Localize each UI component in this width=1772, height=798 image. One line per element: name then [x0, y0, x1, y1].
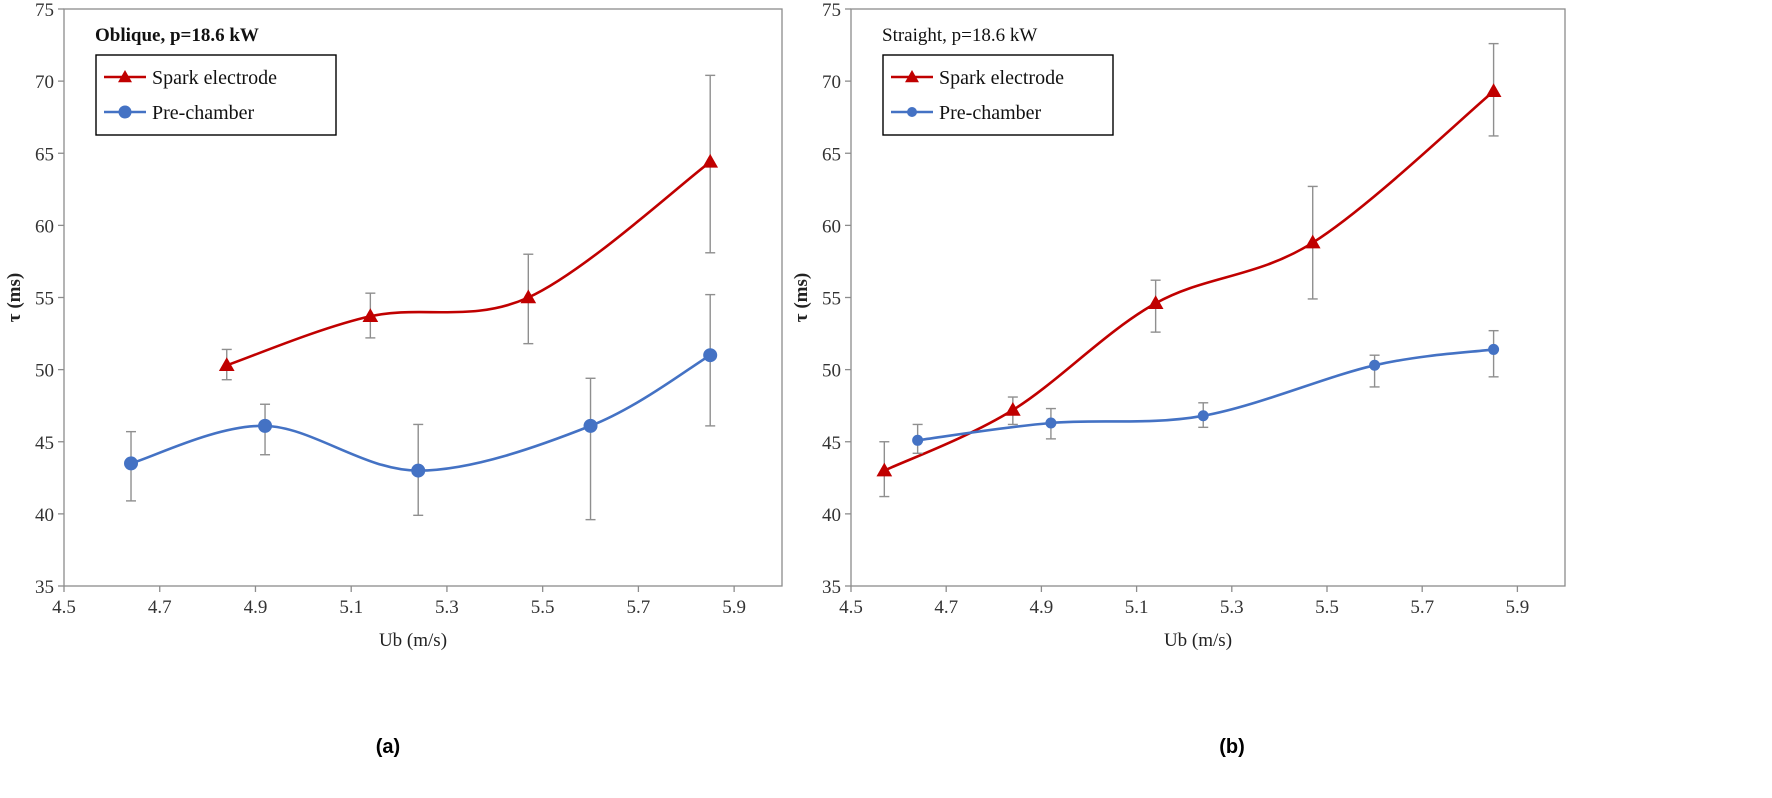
- panel-annotation: Oblique, p=18.6 kW: [95, 25, 259, 46]
- x-tick-label: 5.7: [1410, 597, 1434, 618]
- data-point-circle: [912, 434, 924, 446]
- x-tick-label: 5.1: [1125, 597, 1149, 618]
- data-point-circle: [703, 348, 718, 363]
- legend-box: [882, 54, 1114, 136]
- legend-item: Spark electrode: [104, 67, 277, 89]
- data-point-triangle: [218, 357, 235, 372]
- y-tick-label: 40: [822, 505, 841, 526]
- y-tick-label: 70: [35, 72, 54, 93]
- legend-item: Pre-chamber: [891, 102, 1042, 124]
- data-point-triangle: [362, 308, 379, 323]
- x-tick-label: 4.5: [839, 597, 863, 618]
- x-tick-label: 4.7: [934, 597, 958, 618]
- series-pre-chamber: [124, 293, 718, 521]
- series-line: [883, 90, 1495, 472]
- x-tick-label: 5.9: [1506, 597, 1530, 618]
- y-tick-label: 45: [822, 433, 841, 454]
- legend-label: Spark electrode: [152, 67, 277, 89]
- series-spark-electrode: [218, 74, 719, 381]
- data-point-circle: [583, 418, 598, 433]
- data-point-circle: [1045, 417, 1057, 429]
- x-tick-label: 5.5: [531, 597, 555, 618]
- data-point-triangle: [1147, 295, 1164, 310]
- legend-item: Pre-chamber: [104, 102, 255, 124]
- data-point-triangle: [702, 153, 719, 168]
- y-axis-label: τ (ms): [791, 273, 812, 322]
- panel-caption: (b): [1219, 736, 1245, 758]
- data-point-triangle: [876, 462, 893, 477]
- series-spark-electrode: [876, 42, 1502, 498]
- y-tick-label: 75: [35, 0, 54, 21]
- data-point-circle: [411, 463, 426, 478]
- legend-item: Spark electrode: [891, 67, 1064, 89]
- y-tick-label: 55: [35, 289, 54, 310]
- panel-b: 35 40 45 50 55 60 65 70 75 4.5 4.7 4.9 5.1 5.3 5.5 5.7 5…: [791, 0, 1566, 758]
- y-tick-label: 45: [35, 433, 54, 454]
- legend-box: [95, 54, 337, 136]
- series-pre-chamber: [912, 329, 1500, 454]
- legend-label: Pre-chamber: [152, 102, 255, 124]
- x-tick-label: 5.3: [435, 597, 459, 618]
- y-tick-label: 65: [822, 144, 841, 165]
- y-tick-label: 65: [35, 144, 54, 165]
- legend-triangle-marker: [118, 70, 132, 83]
- y-tick-label: 35: [35, 577, 54, 598]
- legend: Spark electrode Pre-chamber: [95, 54, 337, 136]
- data-point-triangle: [1485, 83, 1502, 97]
- series-line: [226, 160, 711, 367]
- x-tick-label: 4.7: [148, 597, 172, 618]
- legend-circle-marker: [118, 105, 132, 119]
- x-tick-label: 5.3: [1220, 597, 1244, 618]
- y-tick-label: 75: [822, 0, 841, 21]
- x-axis-label: Ub (m/s): [1164, 630, 1232, 651]
- legend: Spark electrode Pre-chamber: [882, 54, 1114, 136]
- panel-annotation: Straight, p=18.6 kW: [882, 25, 1037, 46]
- y-tick-label: 60: [35, 216, 54, 237]
- x-tick-label: 5.1: [339, 597, 363, 618]
- data-point-triangle: [1004, 402, 1021, 416]
- x-tick-label: 4.5: [52, 597, 76, 618]
- y-tick-label: 35: [822, 577, 841, 598]
- data-point-circle: [1369, 359, 1381, 371]
- panel-caption: (a): [376, 736, 400, 758]
- data-point-circle: [1197, 410, 1209, 422]
- x-tick-label: 5.7: [627, 597, 651, 618]
- x-axis-label: Ub (m/s): [379, 630, 447, 651]
- y-tick-label: 60: [822, 216, 841, 237]
- data-point-triangle: [1304, 234, 1321, 249]
- y-tick-label: 50: [822, 361, 841, 382]
- legend-label: Spark electrode: [939, 67, 1064, 89]
- data-point-circle: [258, 418, 273, 433]
- x-tick-label: 4.9: [244, 597, 268, 618]
- x-tick-label: 5.9: [722, 597, 746, 618]
- panel-a: 35 40 45 50 55 60 65 70 75 4.5 4.7 4.9 5.1 5.3 5.5 5.7 5…: [4, 0, 783, 758]
- x-tick-label: 4.9: [1030, 597, 1054, 618]
- data-point-circle: [1488, 343, 1500, 355]
- y-tick-label: 40: [35, 505, 54, 526]
- y-tick-label: 55: [822, 289, 841, 310]
- y-axis-label: τ (ms): [4, 273, 25, 322]
- data-point-triangle: [520, 289, 537, 304]
- x-tick-label: 5.5: [1315, 597, 1339, 618]
- legend-label: Pre-chamber: [939, 102, 1042, 124]
- data-point-circle: [124, 456, 139, 471]
- legend-triangle-marker: [905, 70, 919, 83]
- y-tick-label: 50: [35, 361, 54, 382]
- y-tick-label: 70: [822, 72, 841, 93]
- series-line: [130, 354, 711, 472]
- legend-circle-marker: [907, 107, 917, 117]
